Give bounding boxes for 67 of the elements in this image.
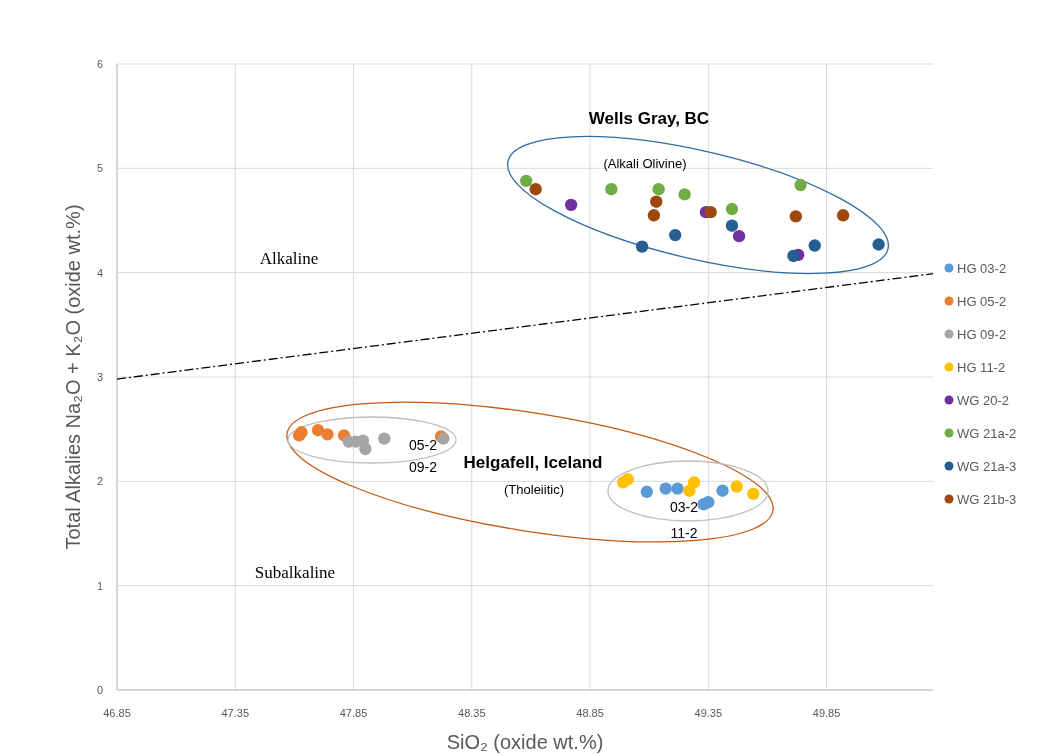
x-tick-label: 46.85	[103, 707, 131, 719]
y-tick-label: 1	[96, 579, 103, 592]
point	[640, 485, 653, 498]
point	[378, 432, 391, 445]
point	[564, 198, 578, 212]
point	[704, 205, 717, 219]
point	[794, 178, 807, 192]
point	[725, 202, 739, 216]
legend-label: WG 20-2	[957, 392, 1010, 408]
point	[702, 496, 715, 509]
point	[311, 424, 325, 437]
point	[520, 174, 533, 188]
point	[321, 428, 334, 441]
legend-label: HG 03-2	[957, 260, 1007, 276]
annotation: (Tholeiitic)	[504, 482, 564, 497]
point	[359, 442, 372, 456]
point	[647, 209, 661, 222]
legend-label: HG 09-2	[957, 326, 1007, 342]
point	[621, 473, 635, 486]
x-tick-label: 47.35	[221, 707, 250, 719]
legend-label: WG 21a-2	[957, 425, 1017, 441]
point	[659, 482, 672, 495]
annotation: Alkaline	[259, 249, 319, 268]
y-tick-label: 2	[96, 475, 103, 488]
annotation: 05-2	[408, 437, 438, 453]
y-tick-label: 3	[96, 371, 103, 383]
point	[687, 476, 701, 489]
point	[747, 487, 760, 501]
point	[787, 249, 800, 263]
x-tick-label: 49.85	[812, 707, 841, 719]
legend-label: WG 21a-3	[957, 458, 1017, 474]
y-tick-label: 0	[96, 684, 103, 696]
x-tick-label: 48.35	[458, 707, 486, 719]
point	[669, 228, 682, 242]
point	[652, 183, 665, 196]
y-tick-label: 5	[96, 162, 103, 175]
x-tick-label: 47.85	[339, 707, 368, 719]
point	[529, 183, 542, 196]
point	[725, 219, 739, 232]
point	[635, 240, 649, 253]
x-axis-title: SiO₂ (oxide wt.%)	[446, 731, 604, 753]
y-tick-label: 6	[96, 58, 103, 70]
point	[716, 484, 729, 497]
point	[678, 188, 691, 201]
x-tick-label: 48.85	[576, 707, 604, 719]
x-tick-label: 49.35	[694, 707, 723, 719]
y-tick-label: 4	[96, 266, 103, 279]
point	[808, 239, 821, 252]
annotation: Wells Gray, BC	[588, 109, 710, 128]
y-axis-title: Total Alkalies Na₂O + K₂O (oxide wt.%)	[62, 204, 84, 550]
legend-label: WG 21b-3	[957, 491, 1017, 507]
point	[732, 229, 746, 243]
annotation: Helgafell, Iceland	[463, 453, 603, 472]
annotation: 09-2	[408, 459, 438, 475]
point	[730, 480, 743, 493]
point	[650, 195, 663, 208]
annotation: Subalkaline	[254, 563, 336, 582]
annotation: 03-2	[669, 499, 699, 515]
point	[872, 238, 885, 251]
point	[671, 482, 684, 495]
point	[836, 209, 850, 222]
annotation: (Alkali Olivine)	[603, 156, 687, 171]
point	[605, 183, 618, 196]
annotation: 11-2	[670, 525, 698, 541]
legend-label: HG 11-2	[957, 359, 1006, 375]
legend-label: HG 05-2	[957, 293, 1007, 309]
point	[789, 210, 802, 223]
